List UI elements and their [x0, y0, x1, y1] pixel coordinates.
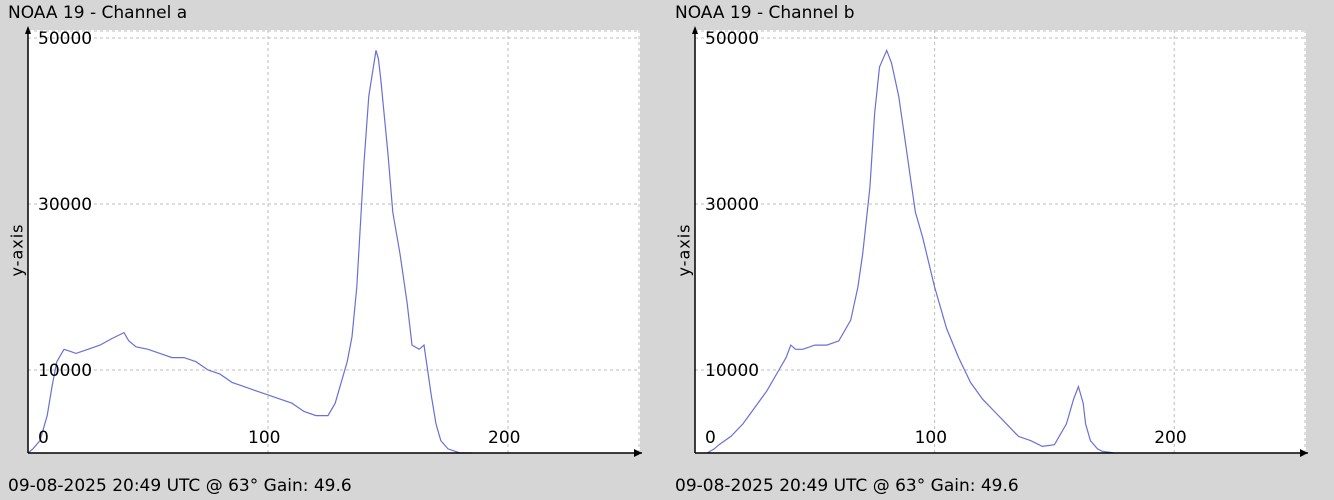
x-tick-label: 100 [915, 428, 947, 448]
channel-b-plot: 0 100 200 10000 30000 50000 [692, 26, 1308, 457]
plot-area [28, 30, 640, 453]
y-axis-arrow [25, 26, 31, 34]
status-footer: 09-08-2025 20:49 UTC @ 63° Gain: 49.6 [675, 476, 1019, 496]
y-axis-label: y-axis [674, 223, 694, 277]
y-tick-label: 50000 [38, 29, 92, 49]
channel-b-panel: NOAA 19 - Channel b 0 100 200 10000 30000 500… [667, 0, 1334, 500]
chart-title: NOAA 19 - Channel b [675, 3, 855, 23]
x-tick-label: 200 [1154, 428, 1186, 448]
y-axis-arrow [692, 26, 698, 34]
x-tick-label: 100 [248, 428, 280, 448]
x-tick-label: 200 [488, 428, 520, 448]
y-tick-label: 30000 [705, 195, 759, 215]
series-line [706, 48, 1115, 454]
plot-area [695, 30, 1306, 453]
y-tick-label: 10000 [705, 361, 759, 381]
chart-title: NOAA 19 - Channel a [8, 3, 188, 23]
y-tick-label: 50000 [705, 29, 759, 49]
status-footer: 09-08-2025 20:49 UTC @ 63° Gain: 49.6 [8, 476, 352, 496]
y-axis-label: y-axis [7, 223, 27, 277]
y-tick-label: 30000 [38, 195, 92, 215]
channel-a-panel: NOAA 19 - Channel a 0 100 200 10000 30000 500… [7, 3, 642, 496]
x-axis-arrow [634, 449, 642, 457]
series-line [27, 50, 472, 454]
x-axis-arrow [1300, 449, 1308, 457]
y-tick-label: 10000 [38, 361, 92, 381]
x-tick-label: 0 [38, 428, 49, 448]
channel-a-plot: 0 100 200 10000 30000 50000 [25, 26, 642, 457]
x-tick-label: 0 [705, 428, 716, 448]
